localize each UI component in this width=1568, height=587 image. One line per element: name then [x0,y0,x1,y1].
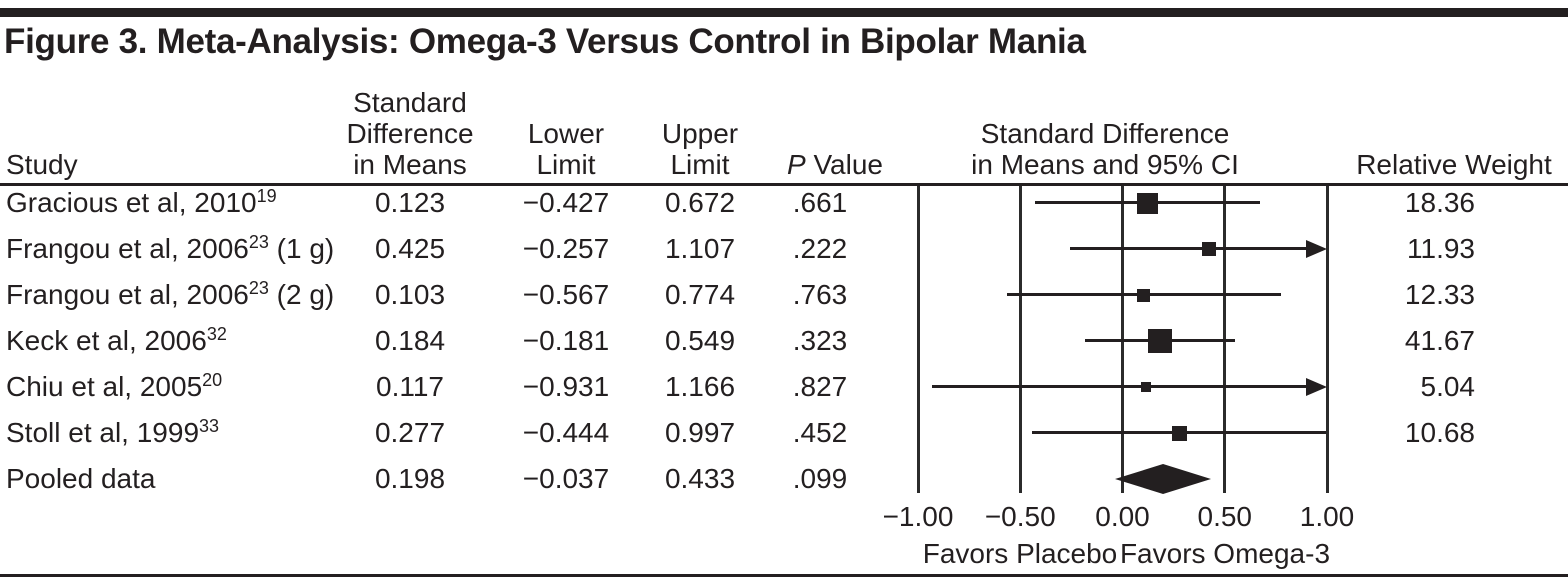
study-name: Gracious et al, 201019 [6,186,277,218]
p-value: .827 [792,371,848,402]
relative-weight-value: 5.04 [1420,371,1476,402]
axis-tick-label: 0.00 [1095,501,1150,532]
header-rule [0,183,1568,186]
upper-limit-value: 0.997 [664,417,736,448]
relative-weight-value: 11.93 [1407,233,1475,264]
axis-tick-label: 0.50 [1197,501,1253,532]
column-header-relative-weight: Relative Weight [1356,149,1552,180]
p-value: .323 [792,325,848,356]
table-row: Keck et al, 200632 0.184 −0.181 0.549 .3… [0,318,1568,364]
upper-limit-value: 0.433 [664,463,736,494]
table-row: Chiu et al, 200520 0.117 −0.931 1.166 .8… [0,364,1568,410]
p-value: .099 [792,463,848,494]
lower-limit-value: −0.257 [522,233,610,264]
column-header-study: Study [6,149,78,180]
column-header-ci-plot: Standard Difference in Means and 95% CI [971,118,1239,180]
study-name: Keck et al, 200632 [6,324,227,356]
bottom-rule [0,574,1568,577]
study-name: Frangou et al, 200623 (1 g) [6,232,335,264]
lower-limit-value: −0.037 [522,463,610,494]
relative-weight-value: 12.33 [1404,279,1475,310]
table-row-pooled: Pooled data 0.198 −0.037 0.433 .099 [0,456,1568,502]
sdm-value: 0.425 [374,233,446,264]
column-header-lower-limit: Lower Limit [527,118,605,180]
axis-tick-label: −1.00 [882,501,954,532]
sdm-value: 0.277 [374,417,446,448]
sdm-value: 0.184 [374,325,446,356]
lower-limit-value: −0.444 [522,417,610,448]
table-body: Gracious et al, 201019 0.123 −0.427 0.67… [0,180,1568,502]
p-value: .452 [792,417,848,448]
lower-limit-value: −0.567 [522,279,610,310]
table-row: Stoll et al, 199933 0.277 −0.444 0.997 .… [0,410,1568,456]
study-name: Pooled data [6,463,156,494]
sdm-value: 0.123 [374,187,446,218]
relative-weight-value: 41.67 [1404,325,1475,356]
table-row: Gracious et al, 201019 0.123 −0.427 0.67… [0,180,1568,226]
upper-limit-value: 0.549 [664,325,736,356]
favors-omega3-label: Favors Omega-3 [1119,538,1331,569]
reference-superscript: 20 [202,370,223,391]
lower-limit-value: −0.931 [522,371,610,402]
study-name: Frangou et al, 200623 (2 g) [6,278,335,310]
upper-limit-value: 1.166 [664,371,736,402]
reference-superscript: 23 [248,232,269,253]
lower-limit-value: −0.181 [522,325,610,356]
p-value: .222 [792,233,848,264]
column-header-sdm: Standard Difference in Means [346,87,474,180]
favors-placebo-label: Favors Placebo [922,538,1118,569]
relative-weight-value: 18.36 [1404,187,1475,218]
column-header-p-value: P Value [786,149,883,180]
lower-limit-value: −0.427 [522,187,610,218]
table-row: Frangou et al, 200623 (1 g) 0.425 −0.257… [0,226,1568,272]
sdm-value: 0.117 [376,371,444,402]
study-name: Chiu et al, 200520 [6,370,223,402]
reference-superscript: 33 [199,416,220,437]
relative-weight-value [1325,456,1475,502]
upper-limit-value: 1.107 [664,233,736,264]
reference-superscript: 23 [248,278,269,299]
reference-superscript: 19 [256,186,277,207]
sdm-value: 0.103 [374,279,446,310]
reference-superscript: 32 [206,324,227,345]
axis-tick-label: 1.00 [1299,501,1355,532]
column-header-upper-limit: Upper Limit [661,118,739,180]
upper-limit-value: 0.672 [664,187,736,218]
upper-limit-value: 0.774 [664,279,736,310]
relative-weight-value: 10.68 [1404,417,1475,448]
figure-title: Figure 3. Meta-Analysis: Omega-3 Versus … [4,22,1086,61]
study-name: Stoll et al, 199933 [6,416,220,448]
table-row: Frangou et al, 200623 (2 g) 0.103 −0.567… [0,272,1568,318]
p-value: .661 [792,187,848,218]
p-value: .763 [792,279,848,310]
sdm-value: 0.198 [374,463,446,494]
axis-tick-label: −0.50 [984,501,1056,532]
top-divider-bar [0,8,1568,17]
